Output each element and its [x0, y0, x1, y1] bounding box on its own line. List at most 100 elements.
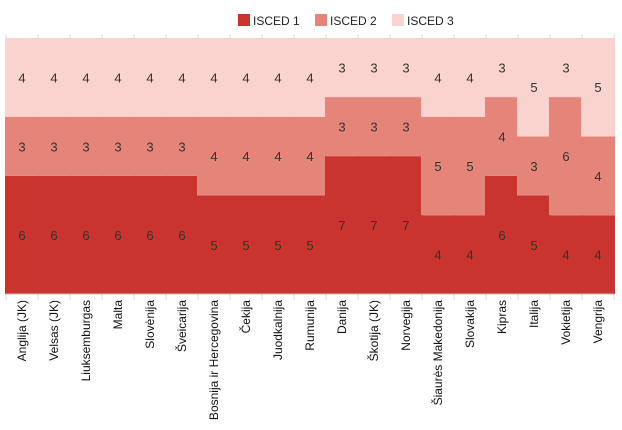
bar-segment-isced-1-siaures-makedonija — [421, 215, 455, 294]
bar-segment-isced-1-italija — [517, 195, 551, 294]
legend-label-isced-2: ISCED 2 — [330, 14, 377, 28]
data-label: 4 — [210, 149, 217, 164]
bar-segment-isced-3-norvegija — [389, 38, 423, 98]
x-tick-label: Šiaurės Makedonija — [430, 300, 445, 406]
data-label: 4 — [242, 70, 249, 85]
x-tick-label: Čekija — [238, 300, 253, 334]
data-label: 3 — [370, 120, 377, 135]
data-label: 3 — [50, 139, 57, 154]
data-label: 6 — [498, 228, 505, 243]
legend-swatch-isced-1 — [238, 14, 250, 26]
data-label: 4 — [466, 248, 473, 263]
bar-segment-isced-3-cekija — [229, 38, 263, 117]
data-label: 3 — [402, 61, 409, 76]
bar-segment-isced-3-sveicarija — [165, 38, 199, 117]
data-label: 4 — [242, 149, 249, 164]
bar-segment-isced-2-slovakija — [453, 116, 487, 216]
data-label: 4 — [306, 149, 313, 164]
bar-segment-isced-2-velsas-jk — [37, 116, 71, 176]
legend: ISCED 1 ISCED 2 ISCED 3 — [238, 14, 454, 28]
legend-swatch-isced-2 — [315, 14, 327, 26]
bar-segment-isced-3-liuksemburgas — [69, 38, 103, 117]
bar-segment-isced-1-cekija — [229, 195, 263, 294]
data-label: 4 — [114, 70, 121, 85]
bar-segment-isced-3-anglija-jk — [5, 38, 39, 117]
bar-segment-isced-2-rumunija — [293, 116, 327, 196]
data-label: 5 — [242, 238, 249, 253]
x-tick-label: Norvegija — [399, 300, 413, 351]
bar-segment-isced-2-norvegija — [389, 97, 423, 157]
bar-segment-isced-3-siaures-makedonija — [421, 38, 455, 117]
bar-segment-isced-3-italija — [517, 38, 551, 137]
data-label: 4 — [434, 248, 441, 263]
legend-label-isced-1: ISCED 1 — [253, 14, 300, 28]
bar-segment-isced-2-siaures-makedonija — [421, 116, 455, 216]
data-label: 4 — [498, 129, 505, 144]
bar-segment-isced-2-slovenija — [133, 116, 167, 176]
bar-segment-isced-3-danija — [325, 38, 359, 98]
bar-segment-isced-1-anglija-jk — [5, 175, 39, 294]
data-label: 3 — [370, 61, 377, 76]
x-tick-label: Juodkalnija — [271, 300, 285, 360]
data-label: 3 — [402, 120, 409, 135]
data-label: 6 — [18, 228, 25, 243]
x-tick-label: Kipras — [495, 300, 509, 334]
bar-segment-isced-1-slovenija — [133, 175, 167, 294]
bars — [5, 38, 615, 294]
bar-segment-isced-3-velsas-jk — [37, 38, 71, 117]
x-tick-label: Liuksemburgas — [79, 300, 93, 381]
data-label: 4 — [178, 70, 185, 85]
data-label: 4 — [146, 70, 153, 85]
x-tick-label: Bosnija ir Hercegovina — [207, 300, 221, 420]
data-label: 3 — [146, 139, 153, 154]
bar-segment-isced-1-bosnija-ir-hercegovina — [197, 195, 231, 294]
data-label: 4 — [210, 70, 217, 85]
data-label: 5 — [594, 80, 601, 95]
data-label: 5 — [434, 159, 441, 174]
data-label: 4 — [306, 70, 313, 85]
bar-segment-isced-2-kipras — [485, 97, 519, 176]
x-tick-label: Danija — [335, 300, 349, 334]
bar-segment-isced-2-anglija-jk — [5, 116, 39, 176]
bar-segment-isced-1-kipras — [485, 175, 519, 294]
x-tick-label: Italija — [527, 300, 541, 328]
bar-segment-isced-1-vokietija — [549, 215, 583, 294]
bar-segment-isced-3-vengrija — [581, 38, 615, 137]
bar-segment-isced-3-bosnija-ir-hercegovina — [197, 38, 231, 117]
bar-segment-isced-3-vokietija — [549, 38, 583, 98]
bar-segment-isced-1-vengrija — [581, 215, 615, 294]
data-label: 4 — [562, 248, 569, 263]
x-tick-label: Anglija (JK) — [15, 300, 29, 361]
bar-segment-isced-1-slovakija — [453, 215, 487, 294]
data-label: 5 — [530, 238, 537, 253]
bar-segment-isced-1-liuksemburgas — [69, 175, 103, 294]
data-label: 4 — [274, 70, 281, 85]
data-label: 4 — [274, 149, 281, 164]
bar-segment-isced-3-slovakija — [453, 38, 487, 117]
data-label: 4 — [594, 248, 601, 263]
data-label: 3 — [114, 139, 121, 154]
data-label: 5 — [274, 238, 281, 253]
data-label: 6 — [82, 228, 89, 243]
bar-segment-isced-2-cekija — [229, 116, 263, 196]
x-tick-labels: Anglija (JK) Velsas (JK) Liuksemburgas Malt… — [15, 300, 605, 420]
bar-segment-isced-1-skotija-jk — [357, 156, 391, 294]
data-label: 5 — [530, 80, 537, 95]
x-tick-label: Malta — [111, 300, 125, 330]
bar-segment-isced-3-slovenija — [133, 38, 167, 117]
bar-segment-isced-1-danija — [325, 156, 359, 294]
bar-segment-isced-2-malta — [101, 116, 135, 176]
data-label: 5 — [210, 238, 217, 253]
data-label: 6 — [114, 228, 121, 243]
bar-segment-isced-2-danija — [325, 97, 359, 157]
bar-segment-isced-3-kipras — [485, 38, 519, 98]
data-label: 4 — [82, 70, 89, 85]
x-tick-label: Slovėnija — [143, 300, 157, 349]
bar-segment-isced-2-sveicarija — [165, 116, 199, 176]
bar-segment-isced-2-vokietija — [549, 97, 583, 216]
data-label: 7 — [338, 218, 345, 233]
bar-segment-isced-1-juodkalnija — [261, 195, 295, 294]
data-label: 5 — [466, 159, 473, 174]
bar-segment-isced-2-juodkalnija — [261, 116, 295, 196]
